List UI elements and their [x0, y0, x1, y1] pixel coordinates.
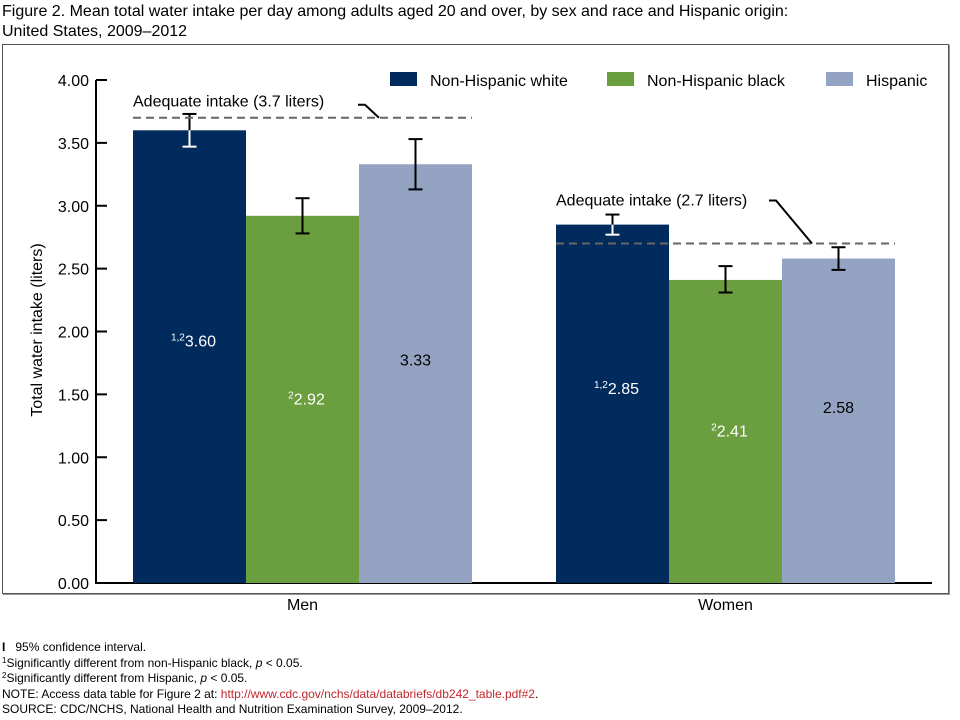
bar-label-superscript: 1,2 [171, 333, 185, 344]
bar-value-label: 22.92 [288, 390, 325, 408]
footnote-1-threshold: < 0.05. [262, 655, 303, 670]
y-tick-label: 3.00 [58, 199, 89, 216]
bar-value-label: 1,23.60 [171, 333, 216, 351]
note-suffix: . [534, 686, 539, 701]
bar-label-superscript: 1,2 [594, 380, 608, 391]
bar-label-value: 2.85 [608, 381, 639, 398]
bar-men-2 [359, 164, 472, 583]
bar-men-0 [133, 130, 246, 584]
bar-value-label: 22.41 [711, 422, 748, 440]
footnote-2: 2Significantly different from Hispanic, … [2, 671, 538, 687]
bar-label-value: 2.41 [717, 423, 748, 440]
adequate-intake-label-men: Adequate intake (3.7 liters) [133, 94, 324, 111]
footnote-source: SOURCE: CDC/NCHS, National Health and Nu… [2, 702, 463, 716]
footnote-2-p: p [200, 671, 208, 685]
x-tick-label-women: Women [698, 597, 753, 614]
confidence-interval-icon: I [2, 640, 6, 654]
title-line-1: Figure 2. Mean total water intake per da… [2, 3, 789, 20]
y-tick-label: 0.50 [58, 513, 89, 530]
title-line-2: United States, 2009–2012 [2, 23, 188, 40]
legend-swatch-1 [607, 72, 634, 86]
footnote-1: 1Significantly different from non-Hispan… [2, 656, 538, 672]
y-tick-label: 4.00 [58, 73, 89, 90]
figure-title: Figure 2. Mean total water intake per da… [2, 2, 952, 42]
x-tick-label-men: Men [287, 597, 318, 614]
legend-label-0: Non-Hispanic white [430, 73, 568, 90]
footnote-1-text: Significantly different from non-Hispani… [6, 655, 256, 670]
bar-women-2 [782, 258, 895, 583]
bar-value-label: 1,22.85 [594, 380, 639, 398]
footnote-2-marker: 2 [2, 671, 7, 680]
callout-line-women [769, 199, 813, 245]
footnote-1-marker: 1 [2, 655, 7, 665]
y-tick-label: 3.50 [58, 136, 89, 153]
chart-frame [2, 44, 949, 594]
footnote-2-threshold: < 0.05. [207, 671, 248, 685]
y-tick-label: 0.00 [58, 576, 89, 593]
callout-line-men [358, 103, 380, 119]
footnote-ci: I 95% confidence interval. [2, 640, 538, 656]
y-tick-label: 2.50 [58, 262, 89, 279]
footnote-1-p: p [255, 655, 263, 670]
bar-value-label: 2.58 [823, 400, 854, 417]
legend-label-2: Hispanic [866, 73, 927, 90]
legend-swatch-0 [390, 72, 417, 86]
bar-label-value: 2.92 [294, 391, 325, 408]
bar-label-superscript: 2 [288, 390, 294, 401]
bar-women-1 [669, 279, 782, 583]
footnote-note: NOTE: Access data table for Figure 2 at:… [2, 687, 538, 703]
adequate-intake-label-women: Adequate intake (2.7 liters) [556, 192, 747, 209]
bar-label-value: 3.60 [185, 334, 216, 351]
y-tick-label: 1.50 [58, 387, 89, 404]
bar-men-1 [246, 215, 359, 583]
y-tick-label: 1.00 [58, 450, 89, 467]
y-tick-label: 2.00 [58, 325, 89, 342]
legend-swatch-2 [826, 72, 853, 86]
footnote-2-text: Significantly different from Hispanic, [6, 671, 201, 685]
data-table-link[interactable]: http://www.cdc.gov/nchs/data/databriefs/… [220, 686, 535, 701]
legend-label-1: Non-Hispanic black [647, 73, 786, 90]
footnote-ci-text: 95% confidence interval. [15, 640, 147, 654]
note-prefix: NOTE: Access data table for Figure 2 at: [2, 686, 221, 701]
bar-value-label: 3.33 [400, 353, 431, 370]
bar-label-superscript: 2 [711, 422, 717, 433]
footnotes: I 95% confidence interval. 1Significantl… [2, 640, 538, 718]
bar-women-0 [556, 224, 669, 584]
y-axis-title: Total water intake (liters) [29, 243, 46, 416]
